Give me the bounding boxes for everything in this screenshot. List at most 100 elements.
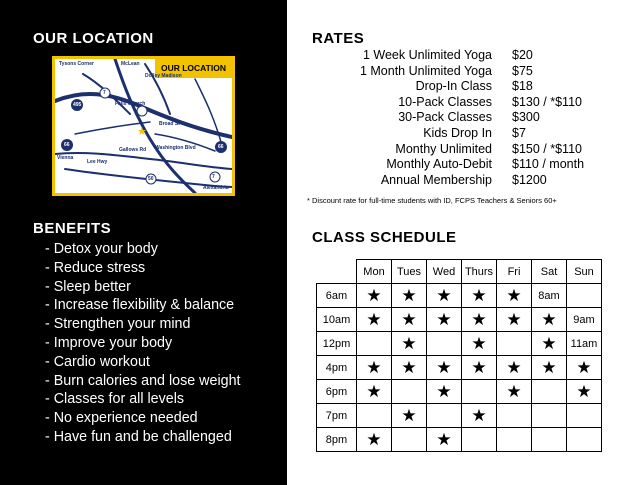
- class-time-cell: 8am: [531, 283, 567, 308]
- rate-name: Drop-In Class: [415, 79, 492, 94]
- rate-row: Drop-In Class $18: [287, 79, 628, 95]
- left-panel: OUR LOCATION: [0, 0, 287, 485]
- rate-name: Monthly Auto-Debit: [386, 157, 492, 172]
- star-icon: ★: [401, 358, 417, 377]
- benefit-item: Burn calories and lose weight: [45, 372, 241, 391]
- class-cell: ★: [391, 283, 427, 308]
- rates-heading: RATES: [312, 30, 365, 47]
- star-icon: ★: [506, 310, 522, 329]
- class-cell: ★: [461, 355, 497, 380]
- empty-cell: [426, 331, 462, 356]
- rate-row: Monthy Unlimited $150 / *$110: [287, 142, 628, 158]
- star-icon: ★: [471, 286, 487, 305]
- svg-text:★: ★: [137, 125, 147, 138]
- day-header: Sun: [566, 259, 602, 284]
- empty-cell: [356, 331, 392, 356]
- class-cell: ★: [391, 403, 427, 428]
- rate-row: 30-Pack Classes $300: [287, 110, 628, 126]
- star-icon: ★: [541, 310, 557, 329]
- empty-cell: [391, 379, 427, 404]
- class-cell: ★: [461, 331, 497, 356]
- map-label: Dolley Madison: [145, 73, 182, 79]
- benefit-item: Improve your body: [45, 334, 241, 353]
- class-cell: ★: [426, 355, 462, 380]
- rate-row: Annual Membership $1200: [287, 173, 628, 189]
- star-icon: ★: [401, 334, 417, 353]
- empty-cell: [461, 427, 497, 452]
- star-icon: ★: [436, 358, 452, 377]
- schedule-row: 8pm ★ ★: [316, 427, 602, 452]
- empty-cell: [496, 403, 532, 428]
- class-cell: ★: [426, 283, 462, 308]
- time-label: 6am: [316, 283, 357, 308]
- star-icon: ★: [366, 382, 382, 401]
- star-icon: ★: [471, 334, 487, 353]
- empty-cell: [426, 403, 462, 428]
- rate-name: Kids Drop In: [423, 125, 492, 140]
- class-cell: ★: [531, 355, 567, 380]
- star-icon: ★: [506, 286, 522, 305]
- time-label: 8pm: [316, 427, 357, 452]
- rate-price: $150 / *$110: [512, 141, 582, 156]
- class-cell: ★: [426, 307, 462, 332]
- class-cell: ★: [566, 379, 602, 404]
- star-icon: ★: [366, 358, 382, 377]
- class-cell: ★: [391, 355, 427, 380]
- rate-row: 1 Month Unlimited Yoga $75: [287, 64, 628, 80]
- map-roads: ★: [55, 59, 232, 193]
- star-icon: ★: [471, 310, 487, 329]
- rate-row: 10-Pack Classes $130 / *$110: [287, 95, 628, 111]
- class-cell: ★: [461, 403, 497, 428]
- schedule-row: 7pm ★ ★: [316, 403, 602, 428]
- rate-name: 10-Pack Classes: [398, 94, 492, 109]
- class-cell: ★: [496, 307, 532, 332]
- empty-cell: [566, 427, 602, 452]
- class-cell: ★: [391, 307, 427, 332]
- class-cell: ★: [531, 331, 567, 356]
- map-label: Broad St: [159, 121, 180, 127]
- map-label: Gallows Rd: [119, 147, 147, 153]
- class-time-cell: 11am: [566, 331, 602, 356]
- class-cell: ★: [356, 283, 392, 308]
- rates-list: 1 Week Unlimited Yoga $20 1 Month Unlimite…: [287, 48, 628, 188]
- empty-cell: [531, 379, 567, 404]
- rate-price: $7: [512, 125, 526, 140]
- star-icon: ★: [401, 310, 417, 329]
- class-cell: ★: [391, 331, 427, 356]
- star-icon: ★: [366, 430, 382, 449]
- star-icon: ★: [471, 358, 487, 377]
- star-icon: ★: [576, 382, 592, 401]
- star-icon: ★: [436, 382, 452, 401]
- right-panel: RATES 1 Week Unlimited Yoga $20 1 Month Un…: [287, 0, 628, 485]
- star-icon: ★: [506, 382, 522, 401]
- star-icon: ★: [436, 310, 452, 329]
- map-label: Lee Hwy: [87, 159, 108, 165]
- time-label: 6pm: [316, 379, 357, 404]
- location-heading: OUR LOCATION: [33, 30, 154, 47]
- empty-cell: [356, 403, 392, 428]
- map-label: Washington Blvd: [155, 145, 196, 151]
- empty-cell: [531, 403, 567, 428]
- benefit-item: Increase flexibility & balance: [45, 296, 241, 315]
- map-label: 66: [64, 142, 70, 148]
- time-label: 4pm: [316, 355, 357, 380]
- day-header: Fri: [496, 259, 532, 284]
- rate-name: Annual Membership: [380, 172, 492, 187]
- class-time-cell: 9am: [566, 307, 602, 332]
- map-badge: OUR LOCATION: [154, 59, 232, 78]
- map-label: Tysons Corner: [59, 61, 94, 67]
- benefit-item: Detox your body: [45, 240, 241, 259]
- class-cell: ★: [566, 355, 602, 380]
- map-label: 7: [212, 174, 215, 180]
- class-cell: ★: [531, 307, 567, 332]
- class-cell: ★: [356, 427, 392, 452]
- rates-footnote: * Discount rate for full-time students w…: [307, 196, 557, 205]
- rate-price: $300: [512, 110, 540, 125]
- benefit-item: Sleep better: [45, 278, 241, 297]
- day-header: Mon: [356, 259, 392, 284]
- class-cell: ★: [461, 307, 497, 332]
- rate-price: $18: [512, 79, 533, 94]
- day-header: Wed: [426, 259, 462, 284]
- star-icon: ★: [401, 286, 417, 305]
